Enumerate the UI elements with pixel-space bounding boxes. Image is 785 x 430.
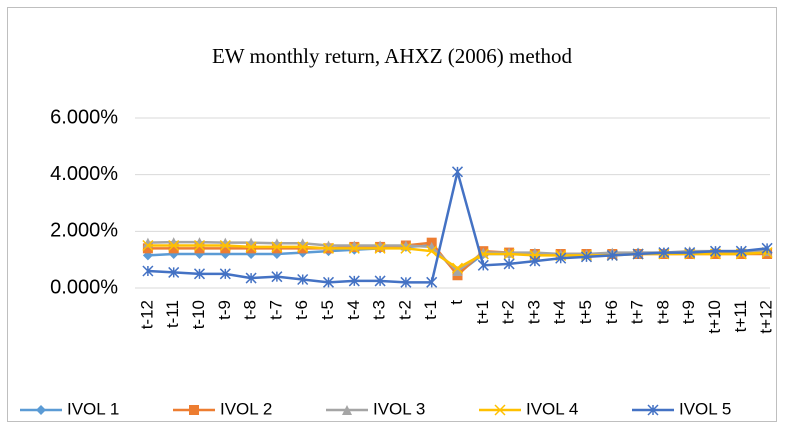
marker [761, 242, 773, 254]
marker [400, 242, 412, 254]
marker [606, 249, 618, 261]
chart-title: EW monthly return, AHXZ (2006) method [212, 44, 573, 68]
x-tick-label: t-5 [318, 300, 337, 320]
x-tick-label: t+12 [757, 300, 776, 334]
marker [348, 242, 360, 254]
x-tick-label: t-1 [421, 300, 440, 320]
legend-label: IVOL 5 [679, 399, 731, 418]
marker [193, 268, 206, 280]
y-tick-label: 4.000% [50, 163, 118, 185]
marker [555, 252, 567, 264]
y-tick-label: 2.000% [50, 220, 118, 242]
legend-marker [342, 405, 352, 415]
marker [374, 242, 386, 254]
legend-marker [494, 404, 506, 416]
x-tick-label: t-12 [137, 300, 156, 329]
x-tick-label: t+1 [473, 300, 492, 324]
x-tick-label: t-10 [189, 300, 208, 329]
marker [452, 266, 463, 276]
x-tick-label: t+9 [679, 300, 698, 324]
legend-marker [189, 405, 199, 415]
marker [246, 243, 257, 254]
marker [709, 245, 722, 257]
x-tick-label: t-7 [266, 300, 285, 320]
x-tick-label: t-11 [163, 300, 182, 328]
x-tick-label: t-9 [215, 300, 234, 320]
marker [297, 273, 309, 286]
x-tick-label: t-4 [344, 300, 363, 320]
marker [271, 241, 283, 253]
marker [245, 241, 257, 253]
marker [426, 245, 438, 257]
chart-frame [7, 7, 777, 422]
x-tick-label: t+3 [524, 300, 543, 324]
marker [400, 276, 412, 288]
legend-label: IVOL 1 [67, 399, 119, 418]
x-tick-label: t+2 [499, 300, 518, 324]
marker [503, 248, 515, 260]
marker [245, 272, 257, 284]
legend-marker [36, 405, 46, 415]
x-tick-label: t-3 [370, 300, 389, 320]
x-tick-label: t+5 [576, 300, 595, 324]
marker [322, 242, 335, 254]
x-tick-label: t+10 [705, 300, 724, 334]
x-tick-label: t-2 [395, 300, 414, 320]
x-tick-label: t-8 [241, 300, 260, 320]
marker [632, 248, 644, 260]
marker [451, 262, 464, 274]
marker [168, 243, 179, 254]
legend-marker [647, 404, 659, 416]
marker [322, 276, 335, 288]
marker [168, 239, 180, 252]
x-tick-label: t+6 [602, 300, 621, 324]
marker [658, 247, 670, 259]
marker [142, 265, 154, 277]
marker [220, 243, 231, 254]
x-tick-label: t [447, 300, 466, 305]
marker [193, 239, 206, 252]
x-tick-label: t-6 [292, 300, 311, 320]
x-tick-label: t+4 [550, 300, 569, 324]
marker [219, 239, 231, 252]
marker [477, 259, 489, 271]
marker [529, 255, 541, 267]
x-tick-label: t+8 [653, 300, 672, 324]
x-tick-label: t+11 [731, 300, 750, 332]
marker [297, 241, 309, 253]
marker [426, 276, 438, 288]
marker [297, 243, 308, 254]
marker [271, 243, 282, 254]
marker [271, 271, 283, 283]
y-tick-label: 6.000% [50, 106, 118, 128]
marker [348, 275, 360, 287]
marker [684, 247, 696, 259]
marker [503, 258, 515, 270]
marker [374, 275, 386, 287]
legend-label: IVOL 3 [373, 399, 425, 418]
x-tick-label: t+7 [628, 300, 647, 324]
marker [142, 239, 154, 252]
marker [219, 268, 231, 280]
marker [194, 243, 205, 254]
marker [168, 266, 180, 278]
marker [451, 166, 464, 178]
legend-label: IVOL 4 [526, 399, 578, 418]
marker [142, 243, 153, 254]
marker [580, 251, 593, 263]
marker [735, 245, 747, 257]
y-tick-label: 0.000% [50, 276, 118, 298]
legend-label: IVOL 2 [220, 399, 272, 418]
